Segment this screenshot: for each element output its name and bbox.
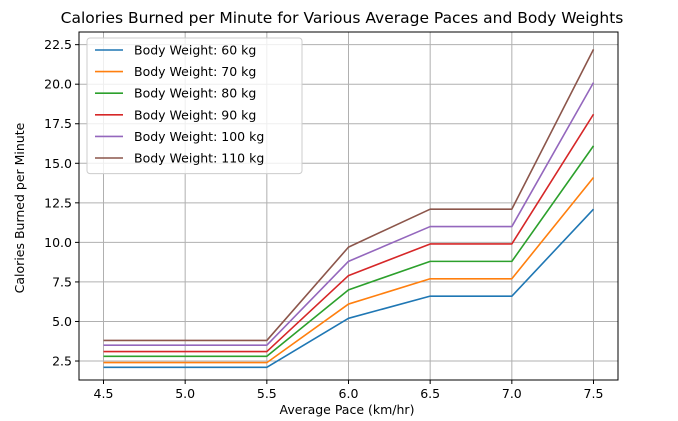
x-tick-label: 6.0 [339,386,359,401]
y-axis-ticks: 2.5 5.0 7.5 10.0 12.5 15.0 17.5 20.0 22.5 [44,37,79,369]
x-tick-label: 7.5 [584,386,604,401]
y-axis-label: Calories Burned per Minute [12,122,27,293]
y-tick-label: 20.0 [44,77,72,92]
series-line-4 [103,113,595,353]
grid [79,32,618,380]
legend-label: Body Weight: 90 kg [134,107,256,122]
series-line-5 [103,82,595,347]
x-tick-label: 7.0 [502,386,522,401]
series-line-6 [103,49,595,342]
y-tick-label: 15.0 [44,156,72,171]
legend-label: Body Weight: 100 kg [134,129,264,144]
y-tick-label: 5.0 [52,314,72,329]
y-tick-label: 2.5 [52,354,72,369]
y-tick-label: 12.5 [44,195,72,210]
legend-label: Body Weight: 80 kg [134,86,256,101]
series-line-1 [103,208,595,369]
legend-label: Body Weight: 70 kg [134,64,256,79]
series-group [103,49,595,369]
series-line-3 [103,145,595,358]
x-axis-label: Average Pace (km/hr) [280,402,415,417]
legend-box [86,37,303,175]
x-tick-label: 5.0 [175,386,195,401]
x-axis-ticks: 4.5 5.0 5.5 6.0 6.5 7.0 7.5 [94,380,604,401]
legend: Body Weight: 60 kg Body Weight: 70 kg Body… [86,37,303,175]
y-tick-label: 7.5 [52,274,72,289]
y-tick-label: 10.0 [44,235,72,250]
legend-label: Body Weight: 60 kg [134,43,256,58]
y-tick-label: 22.5 [44,37,72,52]
chart-title: Calories Burned per Minute for Various A… [61,9,624,27]
y-tick-label: 17.5 [44,116,72,131]
x-tick-label: 6.5 [420,386,440,401]
x-tick-label: 4.5 [94,386,114,401]
legend-label: Body Weight: 110 kg [134,151,264,166]
x-tick-label: 5.5 [257,386,277,401]
series-line-2 [103,177,595,364]
